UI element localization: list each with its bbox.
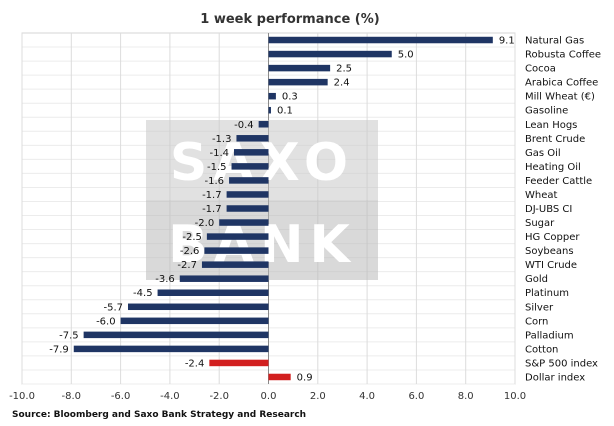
value-label: 2.5	[336, 64, 352, 75]
bar	[209, 359, 269, 367]
category-label: Feeder Cattle	[525, 176, 592, 187]
x-tick-label: 0.0	[261, 391, 277, 402]
value-label: -2.5	[182, 232, 202, 243]
category-label: DJ-UBS CI	[525, 204, 572, 215]
value-label: -1.7	[202, 190, 222, 201]
value-label: -1.6	[205, 176, 225, 187]
value-label: -2.7	[177, 260, 197, 271]
value-label: 9.1	[499, 36, 515, 47]
value-label: -2.4	[185, 358, 205, 369]
category-label: Palladium	[525, 330, 574, 341]
category-label: Mill Wheat (€)	[525, 92, 595, 103]
category-label: Brent Crude	[525, 134, 585, 145]
category-label: WTI Crude	[525, 260, 577, 271]
bars	[73, 36, 493, 381]
x-tick-label: -2.0	[209, 391, 229, 402]
bar	[268, 92, 276, 100]
bar	[258, 121, 269, 128]
category-label: Wheat	[525, 190, 558, 201]
category-label: Soybeans	[525, 246, 574, 257]
bar	[120, 317, 269, 325]
bar	[219, 219, 269, 226]
category-labels: Natural Gas Robusta Coffee Cocoa Arabica Co…	[525, 36, 601, 384]
bar	[201, 261, 269, 268]
category-label: Corn	[525, 316, 548, 327]
watermark: SAXO BANK	[146, 120, 378, 280]
bar	[157, 289, 269, 296]
bar	[268, 36, 493, 44]
x-tick-label: 2.0	[310, 391, 326, 402]
chart-title: 1 week performance (%)	[200, 12, 379, 27]
x-tick-label: -10.0	[9, 391, 35, 402]
bar	[226, 191, 269, 198]
value-label: -1.5	[207, 162, 227, 173]
value-label: -1.4	[209, 148, 229, 159]
x-tick-label: 6.0	[408, 391, 424, 402]
bar	[233, 149, 269, 156]
value-label: -1.3	[212, 134, 232, 145]
watermark-box-top	[146, 120, 378, 200]
bar	[268, 78, 328, 86]
bar	[268, 106, 271, 114]
value-label: -3.6	[155, 274, 175, 285]
category-label: Sugar	[525, 218, 555, 229]
value-label: -2.0	[195, 218, 215, 229]
value-label: 0.1	[277, 106, 293, 117]
bar	[268, 373, 291, 381]
category-label: Arabica Coffee	[525, 78, 598, 89]
bar	[231, 163, 269, 170]
value-label: -7.9	[49, 344, 69, 355]
source-note: Source: Bloomberg and Saxo Bank Strategy…	[12, 410, 306, 420]
x-tick-label: -8.0	[62, 391, 82, 402]
x-tick-label: 10.0	[504, 391, 526, 402]
x-tick-label: 8.0	[458, 391, 474, 402]
category-label: Heating Oil	[525, 162, 581, 173]
value-label: 0.9	[297, 372, 313, 383]
category-label: Platinum	[525, 288, 569, 299]
category-label: Gas Oil	[525, 148, 561, 159]
category-label: S&P 500 index	[525, 358, 598, 369]
value-label: 5.0	[398, 50, 414, 61]
value-label: 0.3	[282, 92, 298, 103]
bar	[268, 50, 392, 58]
value-label: -0.4	[234, 120, 254, 131]
bar	[83, 331, 269, 339]
bar	[236, 135, 269, 142]
category-label: Silver	[525, 302, 554, 313]
bar	[206, 233, 269, 240]
bar	[127, 303, 269, 311]
bar	[73, 345, 269, 353]
category-label: Gold	[525, 274, 548, 285]
x-tick-label: -4.0	[160, 391, 180, 402]
value-label: 2.4	[334, 78, 350, 89]
category-label: Cocoa	[525, 64, 556, 75]
x-tick-label: -6.0	[111, 391, 131, 402]
category-label: Natural Gas	[525, 36, 584, 47]
watermark-text-line1: SAXO	[170, 133, 354, 193]
value-label: -1.7	[202, 204, 222, 215]
category-label: Robusta Coffee	[525, 50, 601, 61]
value-label: -4.5	[133, 288, 153, 299]
value-label: -7.5	[59, 330, 79, 341]
category-label: HG Copper	[525, 232, 580, 243]
value-label: -2.6	[180, 246, 200, 257]
category-label: Dollar index	[525, 372, 585, 383]
bar	[229, 177, 269, 184]
bar	[226, 205, 269, 212]
x-tick-label: 4.0	[359, 391, 375, 402]
bar	[179, 275, 269, 282]
x-axis-ticks: -10.0 -8.0 -6.0 -4.0 -2.0 0.0 2.0 4.0 6.0 8.0 10.0	[9, 391, 526, 402]
bar	[268, 64, 331, 72]
value-label: -5.7	[103, 302, 123, 313]
value-label: -6.0	[96, 316, 116, 327]
category-label: Lean Hogs	[525, 120, 577, 131]
value-labels: 9.1 5.0 2.5 2.4 0.3 0.1 -0.4-1.3 -1.4 -1.5 -1.6 -1…	[49, 36, 514, 384]
category-label: Gasoline	[525, 106, 568, 117]
bar	[204, 247, 269, 254]
category-label: Cotton	[525, 344, 558, 355]
